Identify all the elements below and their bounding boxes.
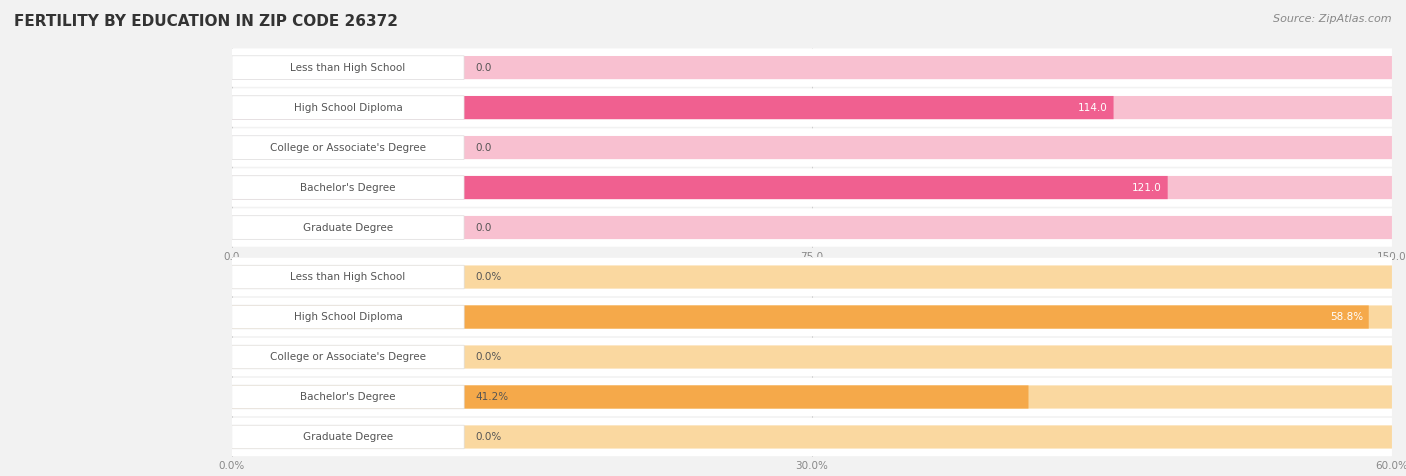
Text: 0.0: 0.0 (475, 62, 492, 73)
FancyBboxPatch shape (232, 89, 1392, 127)
Text: 114.0: 114.0 (1078, 102, 1108, 113)
FancyBboxPatch shape (232, 216, 464, 239)
FancyBboxPatch shape (232, 346, 1392, 368)
FancyBboxPatch shape (232, 176, 464, 199)
FancyBboxPatch shape (232, 56, 1392, 79)
FancyBboxPatch shape (232, 49, 1392, 87)
Text: 0.0: 0.0 (475, 142, 492, 153)
Text: College or Associate's Degree: College or Associate's Degree (270, 142, 426, 153)
Text: Less than High School: Less than High School (291, 62, 405, 73)
Text: 41.2%: 41.2% (475, 392, 509, 402)
Text: Less than High School: Less than High School (291, 272, 405, 282)
FancyBboxPatch shape (232, 386, 1029, 408)
FancyBboxPatch shape (232, 96, 1392, 119)
FancyBboxPatch shape (232, 176, 1167, 199)
Text: 58.8%: 58.8% (1330, 312, 1362, 322)
FancyBboxPatch shape (232, 345, 464, 369)
FancyBboxPatch shape (232, 176, 1392, 199)
FancyBboxPatch shape (232, 56, 464, 79)
FancyBboxPatch shape (232, 265, 464, 289)
Text: 0.0%: 0.0% (475, 432, 502, 442)
FancyBboxPatch shape (232, 129, 1392, 167)
FancyBboxPatch shape (232, 96, 1114, 119)
FancyBboxPatch shape (232, 306, 1369, 328)
FancyBboxPatch shape (232, 425, 464, 449)
Text: Bachelor's Degree: Bachelor's Degree (301, 392, 395, 402)
Text: 121.0: 121.0 (1132, 182, 1161, 193)
FancyBboxPatch shape (232, 298, 1392, 336)
Text: Graduate Degree: Graduate Degree (302, 432, 394, 442)
FancyBboxPatch shape (232, 306, 1392, 328)
FancyBboxPatch shape (232, 96, 464, 119)
FancyBboxPatch shape (232, 338, 1392, 376)
FancyBboxPatch shape (232, 378, 1392, 416)
Text: 0.0: 0.0 (475, 222, 492, 233)
Text: FERTILITY BY EDUCATION IN ZIP CODE 26372: FERTILITY BY EDUCATION IN ZIP CODE 26372 (14, 14, 398, 30)
Text: 0.0%: 0.0% (475, 272, 502, 282)
FancyBboxPatch shape (232, 385, 464, 409)
Text: Bachelor's Degree: Bachelor's Degree (301, 182, 395, 193)
FancyBboxPatch shape (232, 426, 1392, 448)
FancyBboxPatch shape (232, 258, 1392, 296)
Text: College or Associate's Degree: College or Associate's Degree (270, 352, 426, 362)
Text: High School Diploma: High School Diploma (294, 312, 402, 322)
FancyBboxPatch shape (232, 266, 1392, 288)
FancyBboxPatch shape (232, 305, 464, 329)
FancyBboxPatch shape (232, 136, 464, 159)
FancyBboxPatch shape (232, 136, 1392, 159)
Text: High School Diploma: High School Diploma (294, 102, 402, 113)
FancyBboxPatch shape (232, 208, 1392, 247)
FancyBboxPatch shape (232, 386, 1392, 408)
Text: Graduate Degree: Graduate Degree (302, 222, 394, 233)
FancyBboxPatch shape (232, 216, 1392, 239)
Text: 0.0%: 0.0% (475, 352, 502, 362)
FancyBboxPatch shape (232, 169, 1392, 207)
Text: Source: ZipAtlas.com: Source: ZipAtlas.com (1274, 14, 1392, 24)
FancyBboxPatch shape (232, 418, 1392, 456)
